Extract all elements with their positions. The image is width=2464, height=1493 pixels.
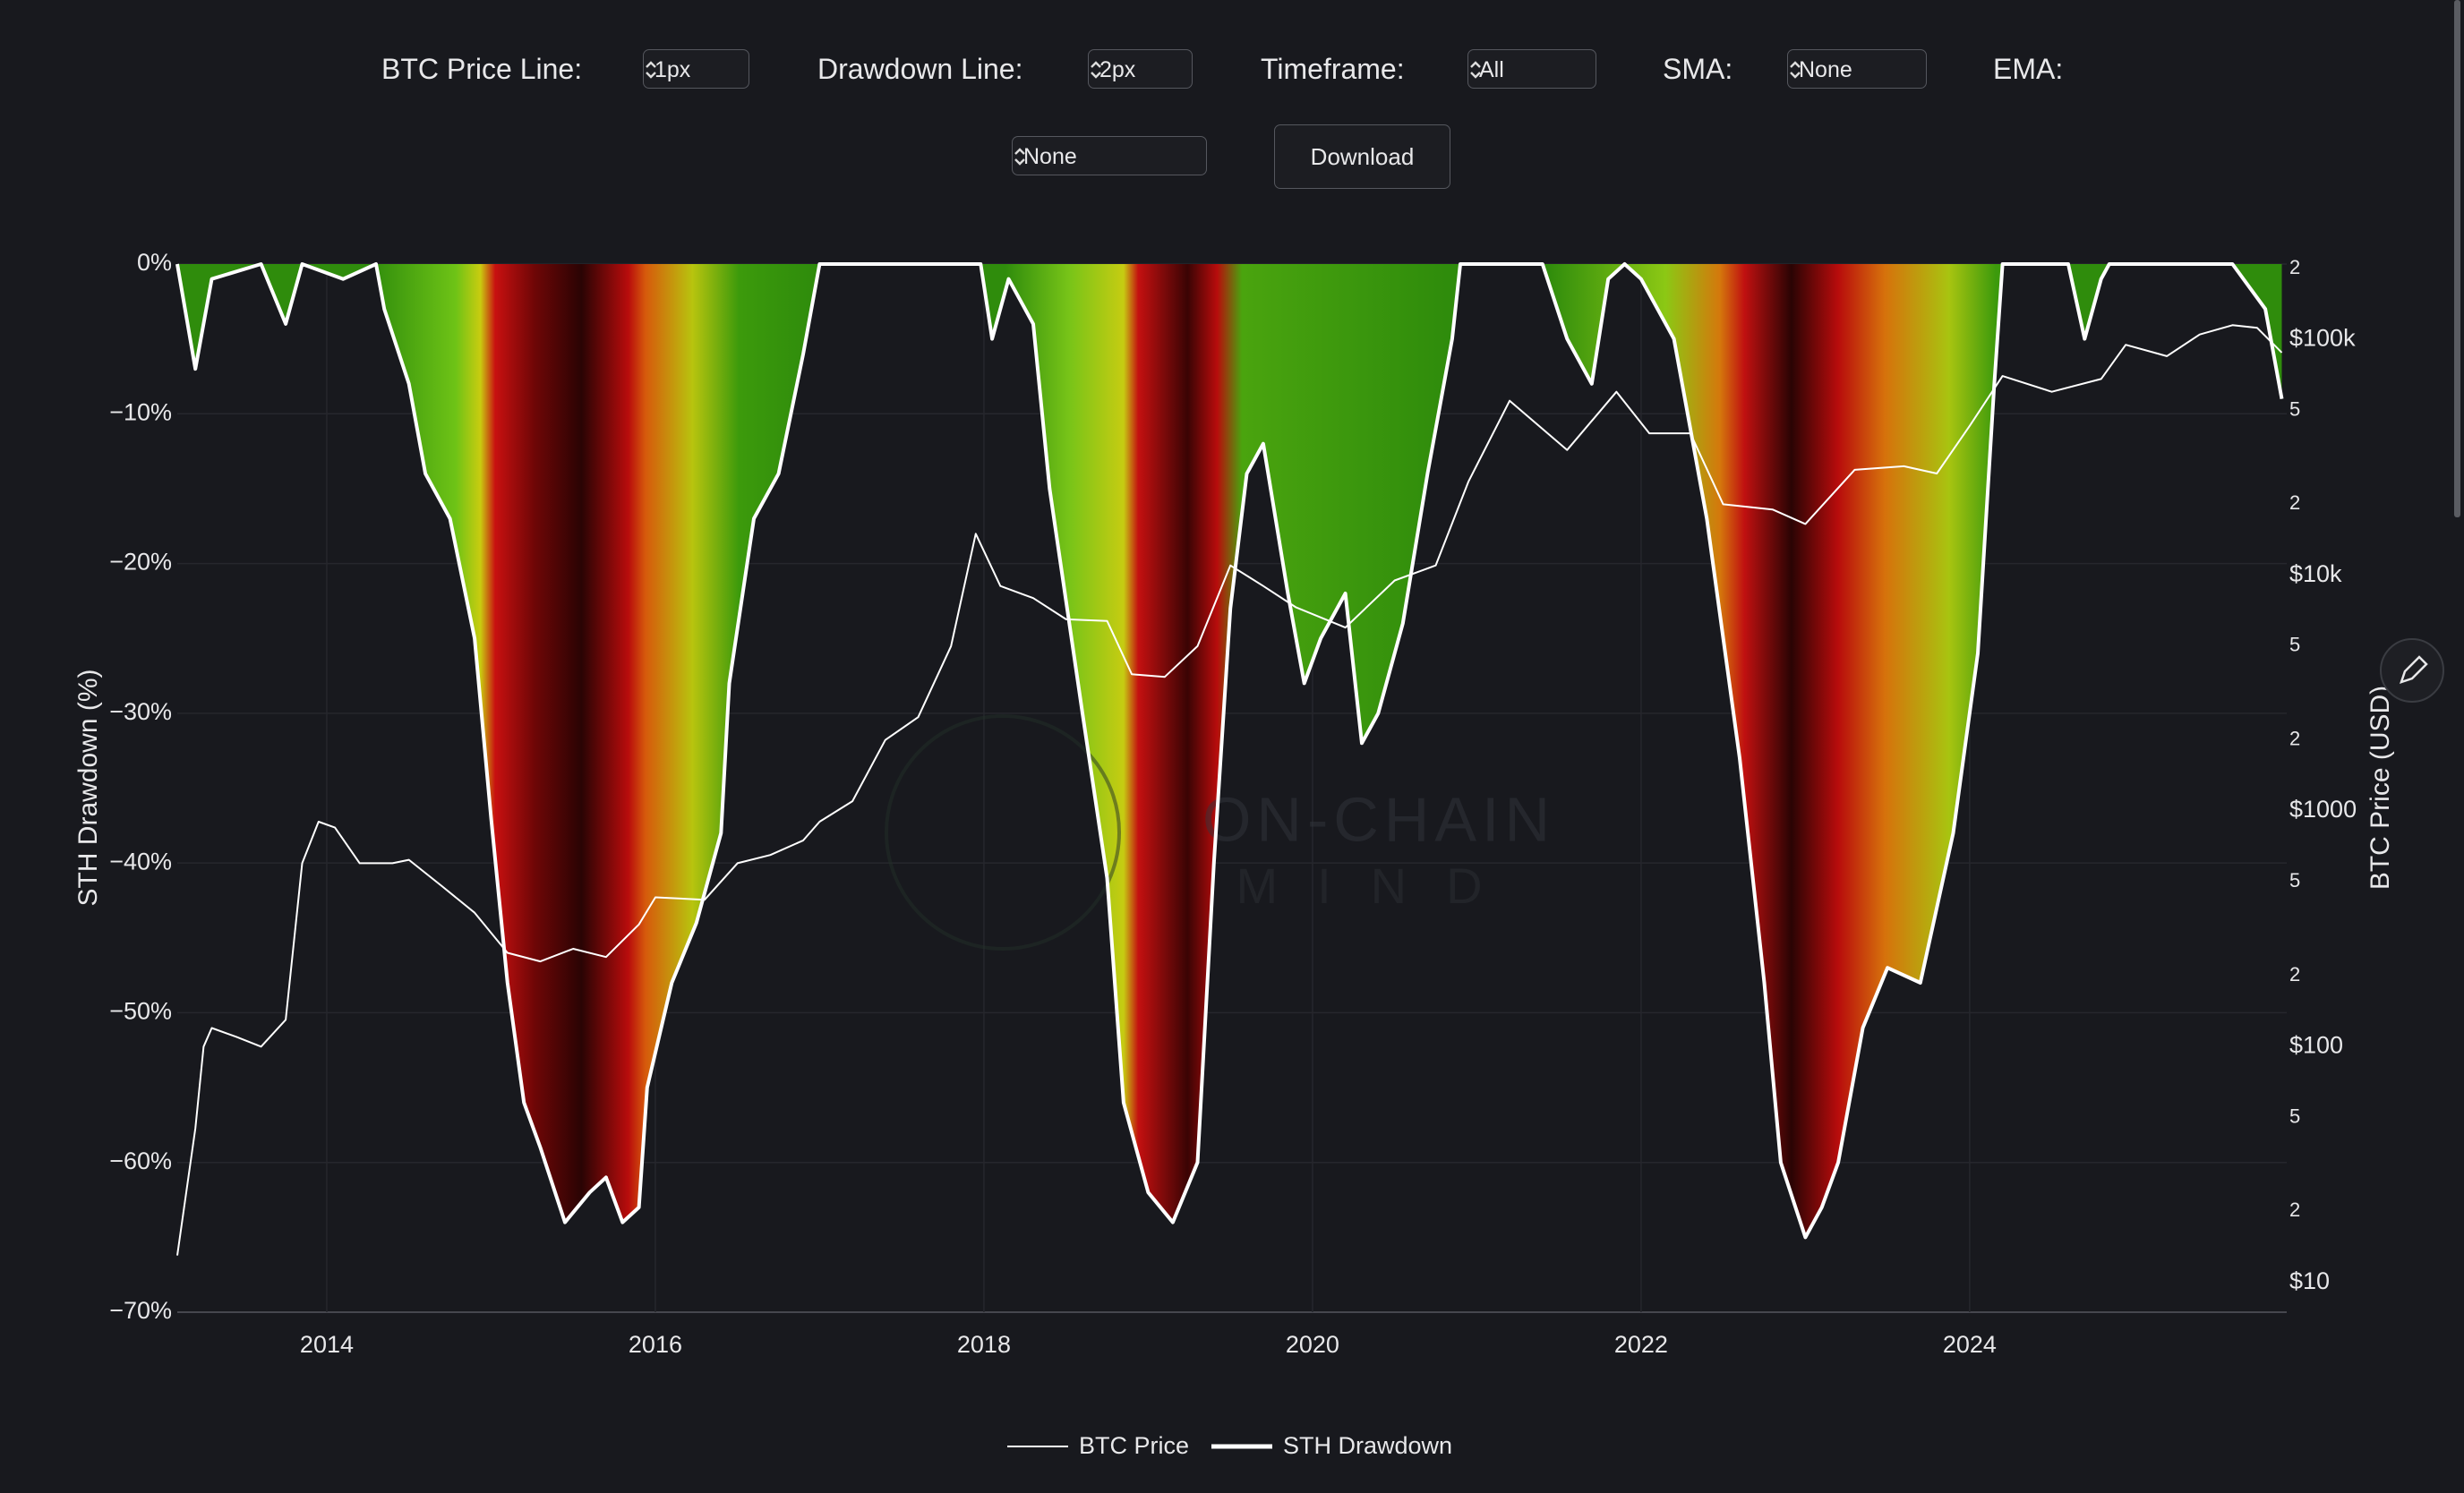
series-line <box>175 262 2284 1240</box>
select[interactable]: None <box>1787 49 1927 89</box>
y2-tick-label: 2 <box>2289 728 2300 750</box>
x-tick-label: 2016 <box>629 1331 682 1358</box>
chevron <box>1790 61 1801 79</box>
scrollbar[interactable] <box>2454 0 2460 517</box>
watermark: ON-CHAIN MIND <box>885 714 1555 951</box>
control-label: SMA: <box>1663 53 1733 85</box>
x-tick-label: 2014 <box>300 1331 354 1358</box>
select[interactable]: 2px <box>1088 49 1193 89</box>
chevron <box>1091 61 1101 79</box>
y2-tick-label: $10 <box>2289 1267 2330 1294</box>
y2-axis-title: BTC Price (USD) <box>2366 686 2395 890</box>
chevron <box>1014 148 1025 166</box>
y2-tick-label: 5 <box>2289 397 2300 420</box>
legend-label: BTC Price <box>1079 1432 1189 1459</box>
x-tick-label: 2020 <box>1286 1331 1339 1358</box>
y2-tick-label: 5 <box>2289 634 2300 656</box>
y-tick-label: −60% <box>109 1147 172 1174</box>
control-label: Timeframe: <box>1261 53 1405 85</box>
select-value: None <box>1799 57 1852 82</box>
chevron <box>1470 61 1481 79</box>
y-tick-label: −40% <box>109 848 172 874</box>
y2-tick-label: 2 <box>2289 256 2300 278</box>
y2-tick-label: 2 <box>2289 963 2300 985</box>
x-tick-label: 2018 <box>957 1331 1011 1358</box>
y2-tick-label: 2 <box>2289 1199 2300 1221</box>
control-label: BTC Price Line: <box>381 53 583 85</box>
chevron <box>646 61 656 79</box>
edit-icon <box>2400 655 2428 684</box>
series-line <box>176 324 2283 1256</box>
y2-tick-label: 2 <box>2289 491 2300 514</box>
download-button[interactable]: Download <box>1274 124 1450 189</box>
legend-label: STH Drawdown <box>1283 1432 1452 1459</box>
select-value: All <box>1479 57 1504 82</box>
y-axis-title: STH Drawdown (%) <box>73 669 103 906</box>
y2-tick-label: $10k <box>2289 560 2342 587</box>
control-label: EMA: <box>1993 53 2064 85</box>
y2-tick-label: $100 <box>2289 1031 2343 1058</box>
x-tick-label: 2024 <box>1943 1331 1997 1358</box>
edit-button[interactable] <box>2380 638 2444 703</box>
y2-tick-label: 5 <box>2289 869 2300 892</box>
y2-tick-label: $100k <box>2289 324 2356 351</box>
y-tick-label: −20% <box>109 549 172 576</box>
y-tick-label: −10% <box>109 398 172 425</box>
select[interactable]: All <box>1467 49 1596 89</box>
watermark-text: ON-CHAIN <box>1202 784 1555 854</box>
watermark-logo <box>885 714 1121 951</box>
select-value: 1px <box>654 57 691 82</box>
control-label: Drawdown Line: <box>817 53 1023 85</box>
y-tick-label: −30% <box>109 698 172 725</box>
y2-tick-label: $1000 <box>2289 796 2357 823</box>
select[interactable]: None <box>1012 136 1207 175</box>
x-tick-label: 2022 <box>1614 1331 1668 1358</box>
watermark-text: MIND <box>1236 857 1521 914</box>
select[interactable]: 1px <box>643 49 749 89</box>
y-tick-label: 0% <box>137 249 172 276</box>
y-tick-label: −50% <box>109 998 172 1025</box>
select-value: None <box>1023 144 1077 169</box>
y2-tick-label: 5 <box>2289 1105 2300 1127</box>
select-value: 2px <box>1099 57 1136 82</box>
y-tick-label: −70% <box>109 1297 172 1324</box>
